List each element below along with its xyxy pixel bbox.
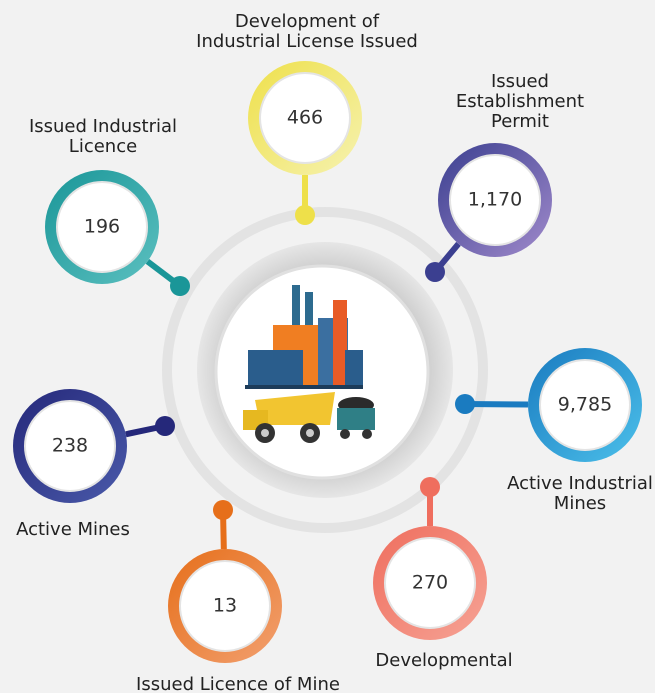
node-value: 238 — [52, 435, 88, 457]
node-label: Establishment — [456, 91, 584, 112]
node-label: Mines — [554, 493, 606, 514]
node-label: Active Mines — [16, 519, 130, 540]
node-label: Development of — [235, 11, 380, 32]
infographic: 466 Development ofIndustrial License Issu… — [0, 0, 655, 693]
node-label: Issued Licence of Mine — [136, 674, 340, 693]
connector-dot — [155, 416, 175, 436]
page: 466 Development ofIndustrial License Issu… — [0, 0, 655, 693]
connector-dot — [420, 477, 440, 497]
connector-dot — [455, 394, 475, 414]
node-value: 466 — [287, 107, 323, 129]
node-value: 196 — [84, 216, 120, 238]
node-label: Issued — [491, 71, 549, 92]
node-value: 1,170 — [468, 189, 522, 211]
node-value: 270 — [412, 572, 448, 594]
node-label: Licence — [69, 136, 137, 157]
connector-dot — [425, 262, 445, 282]
node-value: 9,785 — [558, 394, 612, 416]
node-label: Permit — [491, 111, 549, 132]
connector-dot — [295, 205, 315, 225]
connector-dot — [170, 276, 190, 296]
node-label: Developmental — [375, 650, 512, 671]
connector-dot — [213, 500, 233, 520]
node-label: Active Industrial — [507, 473, 653, 494]
node-label: Issued Industrial — [29, 116, 177, 137]
node-value: 13 — [213, 595, 237, 617]
node-label: Industrial License Issued — [196, 31, 418, 52]
